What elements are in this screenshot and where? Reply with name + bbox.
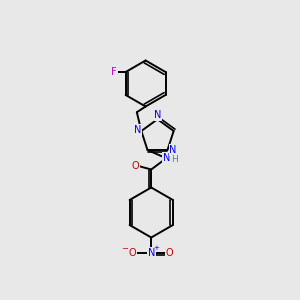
Text: N: N <box>134 125 141 135</box>
Text: N: N <box>154 110 162 120</box>
Text: +: + <box>153 245 159 251</box>
Text: −: − <box>121 244 128 253</box>
Text: N: N <box>163 153 170 163</box>
Text: N: N <box>169 145 177 155</box>
Text: N: N <box>148 248 155 257</box>
Text: O: O <box>128 248 136 257</box>
Text: H: H <box>171 155 178 164</box>
Text: F: F <box>111 67 117 77</box>
Text: O: O <box>165 248 173 257</box>
Text: O: O <box>131 161 139 171</box>
